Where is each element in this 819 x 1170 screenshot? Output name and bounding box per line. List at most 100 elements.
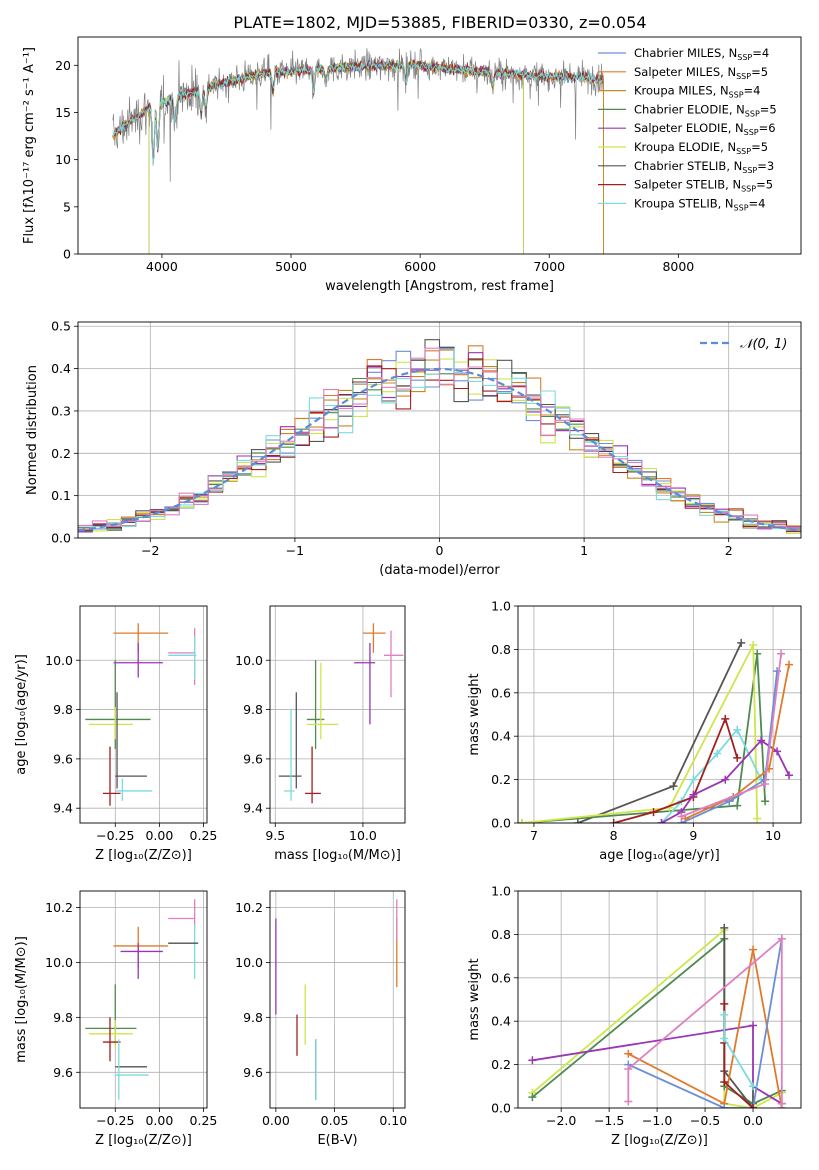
y-tick-label: 20	[55, 58, 71, 73]
y-tick-label: 0.0	[51, 531, 71, 546]
legend-suffix: =4	[749, 196, 766, 210]
data-point-marker	[785, 660, 794, 669]
data-point-marker	[773, 747, 782, 756]
data-point-marker	[624, 1064, 633, 1073]
data-point-marker	[757, 736, 766, 745]
data-point-marker	[720, 1010, 729, 1019]
y-tick-label: 10.0	[45, 955, 73, 970]
data-point-marker	[689, 775, 698, 784]
y-axis-label: age [log₁₀(age/yr)]	[14, 654, 29, 775]
x-axis-label: Z [log₁₀(Z/Z⊙)]	[611, 1133, 708, 1148]
y-tick-label: 9.4	[243, 801, 263, 816]
data-point-marker	[720, 1034, 729, 1043]
y-tick-label: 9.6	[53, 751, 73, 766]
series-line	[723, 927, 754, 1108]
weight-vs-age-panel: 7 8 9 10 0.0 0.2 0.4 0.6 0.8 1.0 age [log₁₀(age/yr…	[467, 599, 802, 863]
grid-lines	[518, 605, 801, 824]
plot-area	[528, 923, 786, 1108]
grid-lines	[80, 891, 207, 1108]
legend-subscript: SSP	[741, 185, 756, 194]
legend-label: Chabrier MILES, NSSP=4	[634, 46, 769, 62]
grid-lines	[80, 606, 207, 823]
x-tick-label: 0	[436, 543, 444, 558]
y-axis-label: Normed distribution	[25, 365, 40, 495]
series-line	[521, 644, 759, 823]
x-tick-label: 0.00	[145, 828, 173, 843]
data-point-marker	[777, 649, 786, 658]
legend-suffix: =4	[752, 46, 769, 60]
axes-frame	[79, 605, 208, 824]
data-point-marker	[657, 819, 666, 823]
x-axis-label: mass [log₁₀(M/M⊙)]	[274, 848, 401, 863]
data-point-marker	[761, 797, 770, 806]
y-tick-label: 9.6	[53, 1065, 73, 1080]
x-tick-label: 0.05	[321, 1113, 349, 1128]
x-tick-label: 7	[530, 828, 538, 843]
y-tick-label: 9.6	[243, 1065, 263, 1080]
x-axis-label: Z [log₁₀(Z/Z⊙)]	[95, 1133, 192, 1148]
x-tick-label: 10	[765, 828, 781, 843]
x-tick-label: 0.25	[190, 1113, 218, 1128]
spectrum-legend: Chabrier MILES, NSSP=4 Salpeter MILES, NS…	[598, 46, 777, 212]
x-tick-label: −0.25	[96, 828, 134, 843]
series-line	[627, 936, 783, 1104]
y-tick-label: 0.4	[491, 729, 511, 744]
legend-suffix: =5	[751, 65, 768, 79]
legend-label: 𝒩(0, 1)	[740, 337, 787, 352]
x-tick-label: −2.0	[546, 1113, 576, 1128]
axes-frame	[77, 36, 802, 255]
axes-frame	[79, 890, 208, 1109]
plot-area	[278, 623, 404, 804]
x-tick-label: 0.10	[379, 1113, 407, 1128]
y-tick-label: 0.8	[491, 927, 511, 942]
plot-area	[518, 638, 794, 823]
y-tick-label: 10	[55, 152, 71, 167]
y-tick-label: 15	[55, 105, 71, 120]
x-tick-label: 5000	[275, 259, 307, 274]
legend-label: Kroupa STELIB, NSSP=4	[634, 196, 765, 212]
legend-subscript: SSP	[737, 53, 752, 62]
y-axis-label: mass weight	[467, 958, 482, 1040]
data-point-marker	[733, 801, 742, 810]
model-spectrum	[112, 60, 604, 167]
legend-subscript: SSP	[744, 128, 759, 137]
legend-suffix: =5	[751, 140, 768, 154]
y-tick-label: 0.0	[491, 816, 511, 831]
x-tick-label: 7000	[533, 259, 565, 274]
y-tick-label: 9.8	[53, 1010, 73, 1025]
x-axis-label: wavelength [Angstrom, rest frame]	[325, 279, 554, 294]
y-tick-label: 0	[63, 247, 71, 262]
y-tick-label: 0.2	[491, 772, 511, 787]
data-point-marker	[720, 1104, 729, 1108]
data-point-marker	[733, 725, 742, 734]
data-point-marker	[749, 1104, 758, 1108]
data-point-marker	[777, 934, 786, 943]
legend-subscript: SSP	[736, 72, 751, 81]
data-point-marker	[749, 945, 758, 954]
data-point-marker	[749, 1082, 758, 1091]
y-tick-label: 0.8	[491, 642, 511, 657]
y-tick-label: 0.6	[491, 685, 511, 700]
figure-title: PLATE=1802, MJD=53885, FIBERID=0330, z=0…	[233, 13, 646, 32]
age-vs-mass-panel: 9.5 10.0 9.4 9.6 9.8 10.0 mass [log₁₀(M/M⊙)]	[235, 605, 406, 863]
y-tick-label: 10.2	[45, 900, 73, 915]
x-tick-label: 0.00	[145, 1113, 173, 1128]
data-point-marker	[749, 1021, 758, 1030]
data-point-marker	[749, 641, 758, 650]
legend-suffix: =5	[760, 102, 777, 116]
x-tick-label: 4000	[146, 259, 178, 274]
plot-area	[112, 47, 604, 254]
plot-area	[78, 339, 801, 534]
data-point-marker	[528, 1056, 537, 1065]
plot-area	[85, 899, 199, 1100]
data-point-marker	[624, 1097, 633, 1106]
residuals-panel: −2 −1 0 1 2 0.0 0.1 0.2 0.3 0.4 0.5 (data-model)/er…	[25, 319, 802, 578]
axes-frame	[269, 890, 406, 1109]
x-tick-label: 6000	[404, 259, 436, 274]
series-line	[627, 949, 783, 1108]
weight-vs-metallicity-panel: −2.0 −1.5 −1.0 −0.5 0.0 0.0 0.2 0.4 0.6 0.8 1.0 Z […	[467, 884, 802, 1148]
data-point-marker	[753, 649, 762, 658]
normal-curve	[78, 367, 801, 532]
data-point-marker	[785, 771, 794, 780]
data-point-marker	[753, 814, 762, 823]
